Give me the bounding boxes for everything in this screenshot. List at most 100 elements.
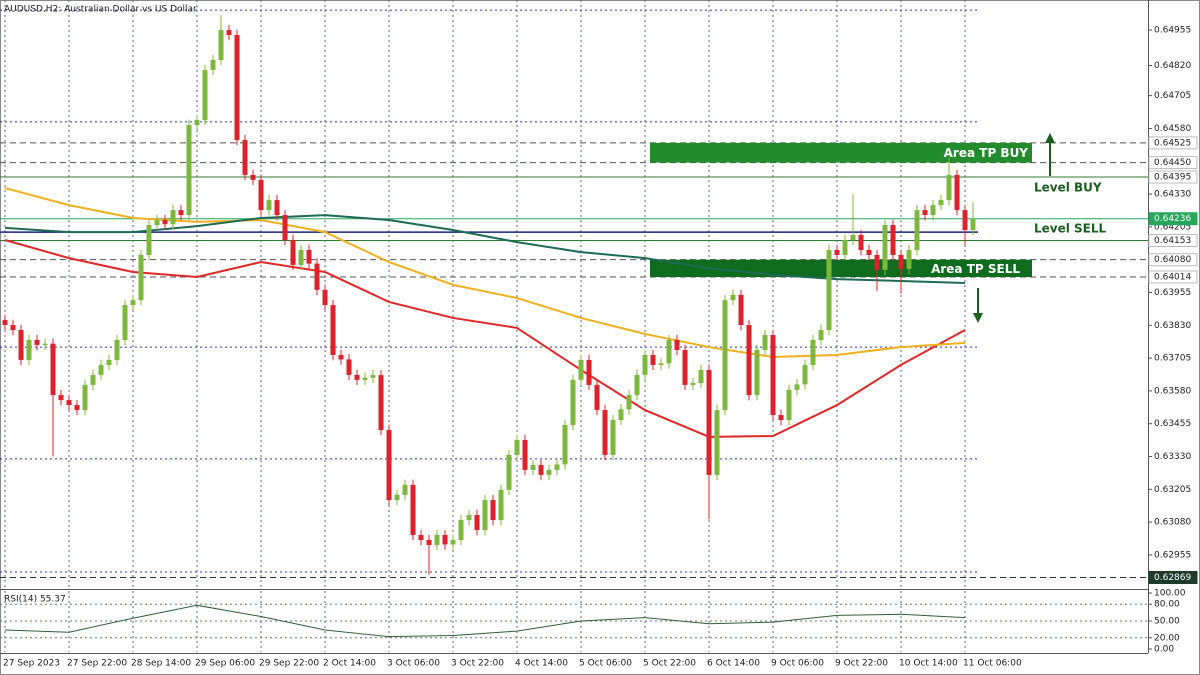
candle-body: [962, 210, 968, 231]
candle-body: [410, 484, 416, 535]
candle-body: [786, 389, 792, 421]
x-tick-label: 27 Sep 22:00: [67, 659, 127, 669]
candle-body: [818, 330, 824, 340]
y-tick-label: 0.64580: [1154, 124, 1191, 134]
candle-body: [874, 254, 880, 270]
candle-body: [618, 409, 624, 421]
candle-body: [506, 454, 512, 490]
candle-body: [50, 343, 56, 396]
candle-body: [18, 330, 24, 360]
y-tick-label: 0.63705: [1154, 354, 1191, 364]
x-tick-label: 3 Oct 22:00: [451, 659, 504, 669]
y-tick-label: 0.64205: [1154, 222, 1191, 232]
candle-body: [170, 210, 176, 225]
x-tick-label: 29 Sep 06:00: [195, 659, 255, 669]
y-tick-label: 0.64330: [1154, 190, 1191, 200]
candle-body: [730, 294, 736, 301]
arrow-down: [973, 288, 983, 323]
candle-body: [450, 539, 456, 545]
candle-body: [58, 395, 64, 401]
candle-body: [890, 225, 896, 255]
candle-body: [26, 339, 32, 360]
candle-body: [162, 220, 168, 225]
candle-body: [722, 300, 728, 411]
candle-body: [970, 218, 976, 231]
price-tag: 0.64236: [1154, 214, 1191, 224]
candle-body: [378, 375, 384, 431]
candle-body: [706, 369, 712, 475]
candle-body: [290, 240, 296, 265]
candle-body: [298, 249, 304, 265]
candle-body: [242, 140, 248, 175]
y-tick-label: 0.63080: [1154, 518, 1191, 528]
zone-label: Area TP SELL: [931, 262, 1020, 276]
rsi-tick-label: 0.00: [1154, 645, 1174, 655]
price-tag-box: [1148, 234, 1198, 248]
candle-body: [554, 464, 560, 470]
candle-body: [922, 210, 928, 216]
candle-body: [194, 120, 200, 126]
candle-body: [746, 325, 752, 396]
candle-body: [106, 359, 112, 365]
x-tick-label: 29 Sep 22:00: [259, 659, 319, 669]
candle-body: [586, 359, 592, 385]
price-tag-box: [1148, 270, 1198, 284]
candle-body: [74, 405, 80, 411]
candle-body: [266, 200, 272, 211]
candle-body: [322, 289, 328, 306]
candle-body: [186, 125, 192, 216]
y-tick-label: 0.64955: [1154, 26, 1191, 36]
y-tick-label: 0.63830: [1154, 321, 1191, 331]
candle-body: [370, 375, 376, 378]
candle-body: [762, 335, 768, 350]
candle-body: [938, 200, 944, 206]
y-tick-label: 0.64820: [1154, 61, 1191, 71]
tp-zone: [650, 142, 1032, 163]
x-tick-label: 27 Sep 2023: [3, 659, 60, 669]
candle-body: [634, 374, 640, 396]
candle-body: [770, 335, 776, 416]
x-tick-label: 11 Oct 06:00: [963, 659, 1022, 669]
rsi-tick-label: 50.00: [1154, 617, 1180, 627]
rsi-label: RSI(14) 55.37: [4, 595, 66, 605]
x-tick-label: 4 Oct 14:00: [515, 659, 568, 669]
candle-body: [2, 320, 8, 326]
candle-body: [146, 225, 152, 255]
candle-body: [130, 300, 136, 306]
x-tick-label: 2 Oct 14:00: [323, 659, 376, 669]
candle-body: [474, 515, 480, 530]
x-tick-label: 5 Oct 22:00: [643, 659, 696, 669]
candle-body: [338, 354, 344, 360]
candle-body: [850, 235, 856, 240]
moving-average: [4, 239, 966, 438]
candle-body: [682, 349, 688, 385]
candle-body: [754, 349, 760, 396]
candle-body: [826, 249, 832, 331]
y-tick-label: 0.63455: [1154, 419, 1191, 429]
price-tag-box: [1148, 253, 1198, 267]
candle-body: [362, 377, 368, 380]
candle-body: [226, 30, 232, 36]
candle-body: [154, 220, 160, 226]
candle-body: [834, 249, 840, 255]
price-tag: 0.64080: [1154, 255, 1191, 265]
candle-body: [178, 210, 184, 216]
candle-body: [954, 174, 960, 211]
candle-body: [626, 395, 632, 410]
candle-body: [546, 469, 552, 475]
candle-body: [514, 439, 520, 455]
candle-body: [34, 339, 40, 345]
candle-body: [778, 415, 784, 421]
rsi-line: [4, 604, 966, 638]
candle-body: [698, 369, 704, 384]
candle-body: [810, 339, 816, 365]
candle-body: [522, 439, 528, 470]
price-tag: 0.64153: [1154, 236, 1191, 246]
rsi-tick-label: 80.00: [1154, 600, 1180, 610]
level-sell: Level SELL: [1034, 222, 1107, 236]
y-tick-label: 0.64705: [1154, 91, 1191, 101]
price-tag-box: [1148, 156, 1198, 170]
candle-body: [594, 384, 600, 411]
candle-body: [250, 174, 256, 180]
